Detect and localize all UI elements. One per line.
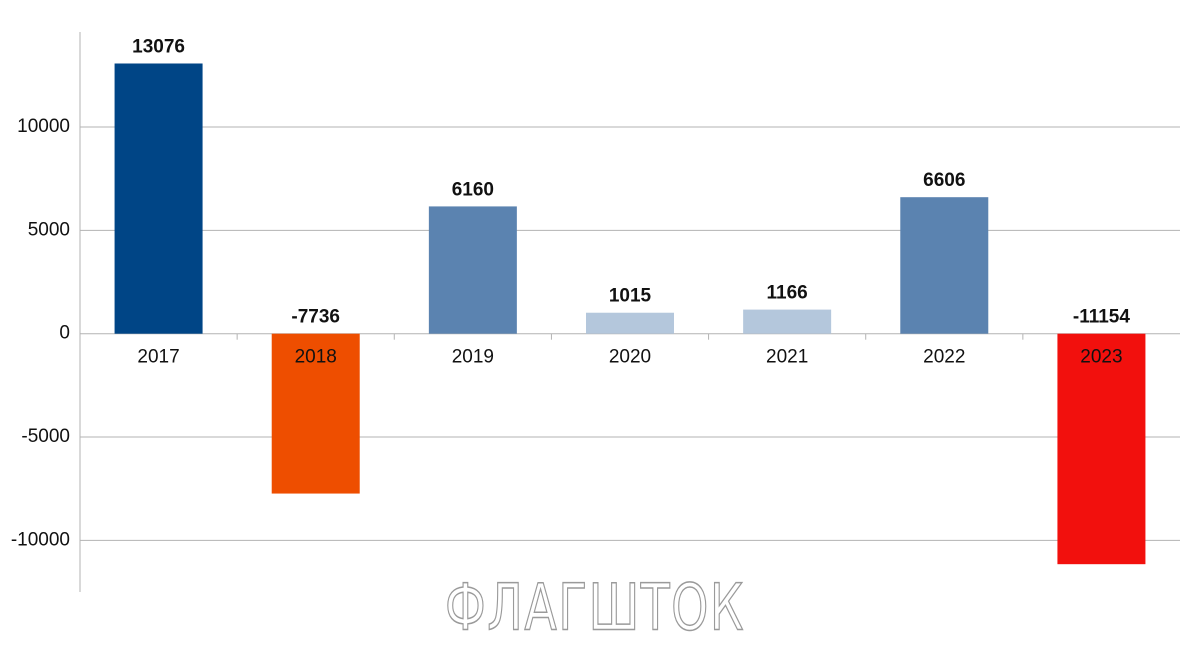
value-label: 13076	[132, 37, 185, 58]
x-tick-label: 2017	[137, 347, 179, 368]
value-label: -7736	[291, 307, 340, 328]
bar	[1057, 333, 1146, 565]
y-tick-label: -5000	[21, 426, 70, 447]
bar	[900, 197, 989, 334]
bar	[114, 63, 203, 334]
y-tick-label: 10000	[17, 116, 70, 137]
bar	[743, 309, 832, 334]
value-label: 6160	[452, 179, 494, 200]
bar	[586, 312, 674, 334]
value-label: 6606	[923, 170, 965, 191]
y-tick-label: -10000	[11, 529, 70, 550]
x-tick-label: 2022	[923, 347, 965, 368]
x-tick-label: 2023	[1080, 347, 1122, 368]
bar	[271, 333, 360, 494]
value-label: 1166	[767, 283, 808, 304]
watermark: ФЛАГШТОК	[445, 572, 745, 646]
x-tick-label: 2021	[766, 347, 808, 368]
value-label: 1015	[609, 286, 652, 307]
x-tick-label: 2019	[452, 347, 494, 368]
bar	[428, 206, 517, 334]
y-tick-label: 0	[59, 323, 70, 344]
x-tick-label: 2020	[609, 347, 651, 368]
value-label: -11154	[1073, 307, 1130, 328]
x-tick-label: 2018	[295, 347, 337, 368]
y-tick-label: 5000	[28, 219, 70, 240]
